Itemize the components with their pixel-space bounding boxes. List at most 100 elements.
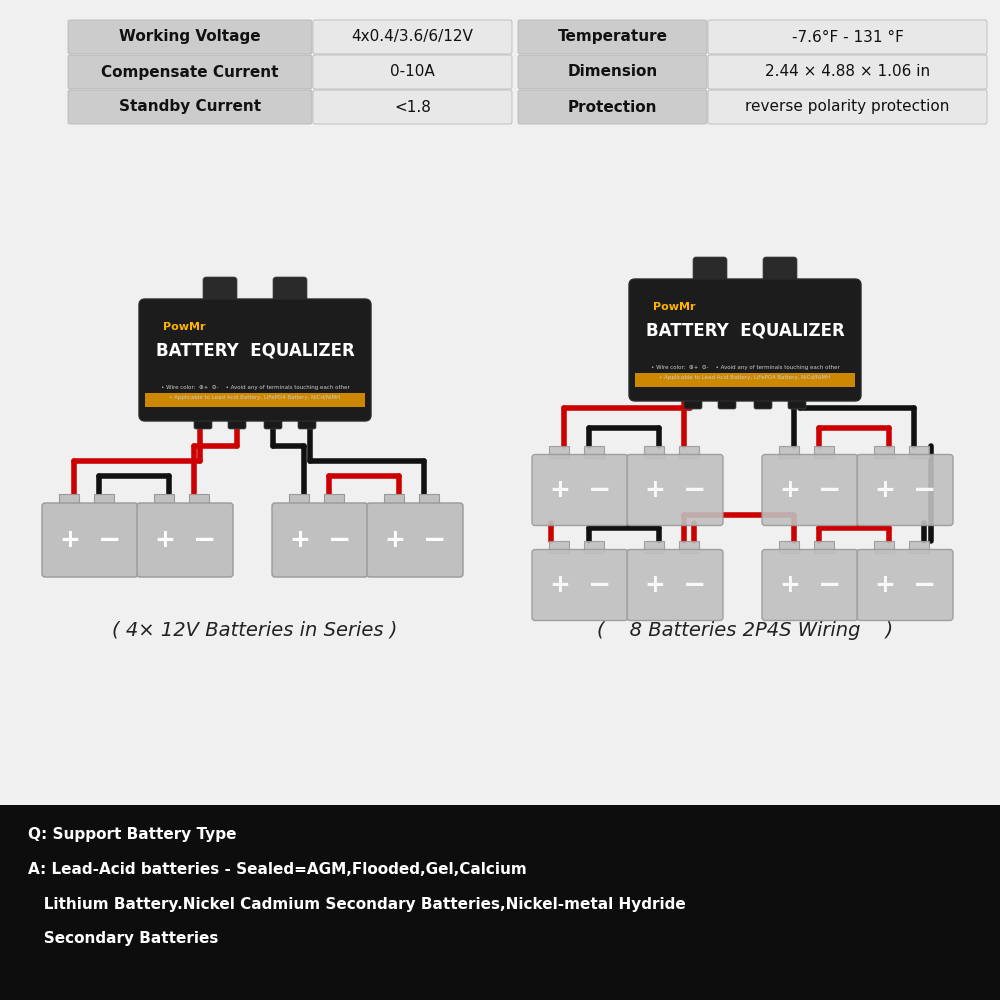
Bar bbox=[814, 446, 834, 458]
Text: 4x0.4/3.6/6/12V: 4x0.4/3.6/6/12V bbox=[352, 29, 473, 44]
Text: +: + bbox=[385, 528, 406, 552]
FancyBboxPatch shape bbox=[763, 257, 797, 291]
Text: Q: Support Battery Type: Q: Support Battery Type bbox=[28, 828, 237, 842]
Bar bbox=[549, 540, 569, 552]
Bar bbox=[0, 805, 1000, 1000]
Text: −: − bbox=[683, 571, 706, 599]
Bar bbox=[59, 494, 79, 506]
Text: <1.8: <1.8 bbox=[394, 100, 431, 114]
FancyBboxPatch shape bbox=[708, 90, 987, 124]
FancyBboxPatch shape bbox=[194, 411, 212, 429]
Text: +: + bbox=[645, 478, 666, 502]
Text: Temperature: Temperature bbox=[558, 29, 668, 44]
FancyBboxPatch shape bbox=[762, 550, 858, 620]
Text: ( 4× 12V Batteries in Series ): ( 4× 12V Batteries in Series ) bbox=[112, 620, 398, 640]
Text: reverse polarity protection: reverse polarity protection bbox=[745, 100, 950, 114]
FancyBboxPatch shape bbox=[788, 391, 806, 409]
Text: • Applicable to Lead Acid Battery, LiFePO4 Battery, NiCd/NiMH: • Applicable to Lead Acid Battery, LiFeP… bbox=[659, 374, 831, 379]
FancyBboxPatch shape bbox=[518, 20, 707, 54]
Text: Lithium Battery.Nickel Cadmium Secondary Batteries,Nickel-metal Hydride: Lithium Battery.Nickel Cadmium Secondary… bbox=[28, 898, 686, 912]
FancyBboxPatch shape bbox=[518, 90, 707, 124]
FancyBboxPatch shape bbox=[518, 55, 707, 89]
Text: −: − bbox=[423, 526, 446, 554]
Bar bbox=[324, 494, 344, 506]
Text: BATTERY  EQUALIZER: BATTERY EQUALIZER bbox=[156, 341, 354, 359]
FancyBboxPatch shape bbox=[708, 55, 987, 89]
FancyBboxPatch shape bbox=[264, 411, 282, 429]
Bar bbox=[289, 494, 309, 506]
Text: −: − bbox=[913, 476, 936, 504]
Bar bbox=[678, 446, 698, 458]
Bar bbox=[908, 540, 928, 552]
Text: −: − bbox=[328, 526, 351, 554]
FancyBboxPatch shape bbox=[684, 391, 702, 409]
Text: -7.6°F - 131 °F: -7.6°F - 131 °F bbox=[792, 29, 903, 44]
Text: +: + bbox=[780, 478, 801, 502]
Bar bbox=[188, 494, 208, 506]
Bar bbox=[549, 446, 569, 458]
Bar bbox=[584, 446, 604, 458]
FancyBboxPatch shape bbox=[313, 20, 512, 54]
Text: +: + bbox=[875, 573, 896, 597]
Text: −: − bbox=[98, 526, 121, 554]
Text: 2.44 × 4.88 × 1.06 in: 2.44 × 4.88 × 1.06 in bbox=[765, 64, 930, 80]
Text: PowMr: PowMr bbox=[163, 322, 206, 332]
Text: • Wire color:  ⊕+  ⊖-    • Avoid any of terminals touching each other: • Wire color: ⊕+ ⊖- • Avoid any of termi… bbox=[651, 364, 839, 369]
Text: A: Lead-Acid batteries - Sealed=AGM,Flooded,Gel,Calcium: A: Lead-Acid batteries - Sealed=AGM,Floo… bbox=[28, 862, 527, 878]
Text: −: − bbox=[818, 571, 841, 599]
FancyBboxPatch shape bbox=[228, 411, 246, 429]
Text: −: − bbox=[818, 476, 841, 504]
Text: +: + bbox=[60, 528, 81, 552]
Text: • Wire color:  ⊕+  ⊖-    • Avoid any of terminals touching each other: • Wire color: ⊕+ ⊖- • Avoid any of termi… bbox=[161, 384, 349, 389]
Bar bbox=[779, 540, 799, 552]
Text: Standby Current: Standby Current bbox=[119, 100, 261, 114]
FancyBboxPatch shape bbox=[68, 20, 312, 54]
FancyBboxPatch shape bbox=[367, 503, 463, 577]
Bar bbox=[874, 446, 894, 458]
Text: PowMr: PowMr bbox=[653, 302, 696, 312]
FancyBboxPatch shape bbox=[272, 503, 368, 577]
Text: Working Voltage: Working Voltage bbox=[119, 29, 261, 44]
Text: −: − bbox=[588, 571, 611, 599]
FancyBboxPatch shape bbox=[857, 454, 953, 526]
FancyBboxPatch shape bbox=[68, 90, 312, 124]
Bar bbox=[418, 494, 438, 506]
Bar bbox=[644, 446, 664, 458]
Text: +: + bbox=[550, 573, 571, 597]
Bar bbox=[154, 494, 174, 506]
Bar bbox=[94, 494, 114, 506]
FancyBboxPatch shape bbox=[298, 411, 316, 429]
FancyBboxPatch shape bbox=[203, 277, 237, 311]
FancyBboxPatch shape bbox=[718, 391, 736, 409]
Text: 0-10A: 0-10A bbox=[390, 64, 435, 80]
FancyBboxPatch shape bbox=[137, 503, 233, 577]
Text: −: − bbox=[683, 476, 706, 504]
Text: +: + bbox=[290, 528, 311, 552]
FancyBboxPatch shape bbox=[693, 257, 727, 291]
FancyBboxPatch shape bbox=[532, 550, 628, 620]
Text: +: + bbox=[645, 573, 666, 597]
FancyBboxPatch shape bbox=[313, 55, 512, 89]
FancyBboxPatch shape bbox=[762, 454, 858, 526]
FancyBboxPatch shape bbox=[532, 454, 628, 526]
FancyBboxPatch shape bbox=[754, 391, 772, 409]
Bar bbox=[384, 494, 404, 506]
FancyBboxPatch shape bbox=[68, 55, 312, 89]
Text: Dimension: Dimension bbox=[567, 64, 658, 80]
Text: Compensate Current: Compensate Current bbox=[101, 64, 279, 80]
Bar bbox=[908, 446, 928, 458]
Bar bbox=[874, 540, 894, 552]
Text: Secondary Batteries: Secondary Batteries bbox=[28, 930, 218, 946]
FancyBboxPatch shape bbox=[273, 277, 307, 311]
FancyBboxPatch shape bbox=[627, 550, 723, 620]
Bar bbox=[814, 540, 834, 552]
FancyBboxPatch shape bbox=[42, 503, 138, 577]
Text: (    8 Batteries 2P4S Wiring    ): ( 8 Batteries 2P4S Wiring ) bbox=[597, 620, 893, 640]
Text: Protection: Protection bbox=[568, 100, 657, 114]
Text: +: + bbox=[550, 478, 571, 502]
Bar bbox=[584, 540, 604, 552]
Text: +: + bbox=[155, 528, 176, 552]
Bar bbox=[145, 393, 365, 407]
Text: BATTERY  EQUALIZER: BATTERY EQUALIZER bbox=[646, 321, 844, 339]
Bar bbox=[779, 446, 799, 458]
